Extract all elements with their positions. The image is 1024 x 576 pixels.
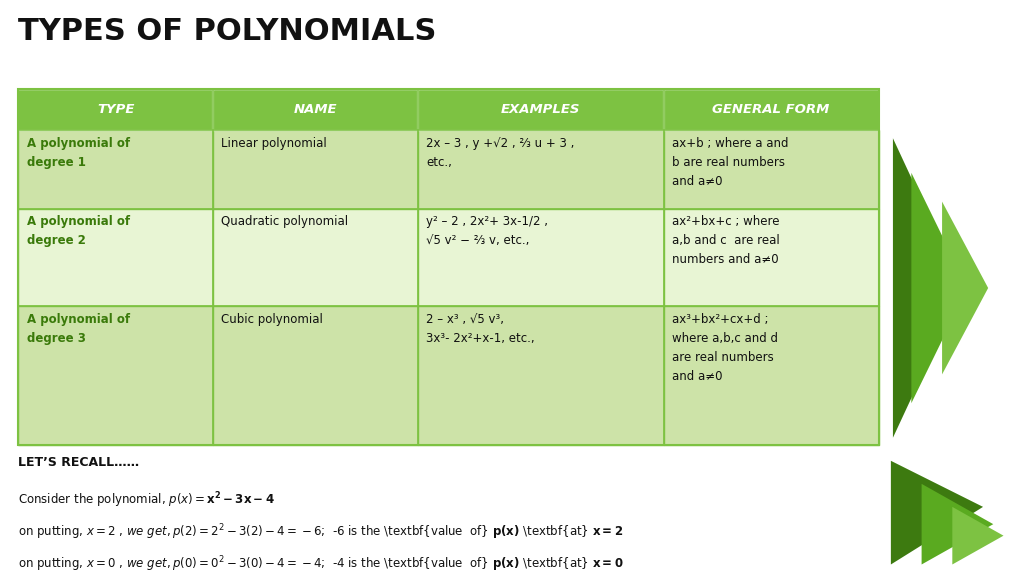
Text: ax²+bx+c ; where
a,b and c  are real
numbers and a≠0: ax²+bx+c ; where a,b and c are real numb…: [672, 215, 779, 267]
Bar: [418, 89, 664, 130]
Text: ax³+bx²+cx+d ;
where a,b,c and d
are real numbers
and a≠0: ax³+bx²+cx+d ; where a,b,c and d are rea…: [672, 313, 778, 384]
Bar: [18, 130, 213, 209]
Bar: [418, 130, 664, 209]
Bar: [213, 306, 418, 445]
Bar: [213, 130, 418, 209]
Text: TYPES OF POLYNOMIALS: TYPES OF POLYNOMIALS: [18, 17, 437, 46]
Text: on putting, $x = 2$ , $we\ get, p(2) = 2^2-3(2)-4=-6$;  -6 is the \textbf{value : on putting, $x = 2$ , $we\ get, p(2) = 2…: [18, 522, 624, 542]
Text: TYPE: TYPE: [97, 103, 134, 116]
Polygon shape: [911, 173, 968, 403]
Bar: [18, 306, 213, 445]
Bar: [18, 89, 213, 130]
Text: EXAMPLES: EXAMPLES: [501, 103, 581, 116]
Bar: [664, 306, 879, 445]
Polygon shape: [922, 484, 993, 564]
Bar: [664, 209, 879, 306]
Text: y² – 2 , 2x²+ 3x-1/2 ,
√5 v² − ⅔ v, etc.,: y² – 2 , 2x²+ 3x-1/2 , √5 v² − ⅔ v, etc.…: [426, 215, 548, 248]
Text: A polynomial of
degree 2: A polynomial of degree 2: [27, 215, 130, 248]
Text: 2x – 3 , y +√2 , ⅔ u + 3 ,
etc.,: 2x – 3 , y +√2 , ⅔ u + 3 , etc.,: [426, 137, 574, 169]
Text: on putting, $x = 0$ , $we\ get, p(0) = 0^2-3(0)-4=-4$;  -4 is the \textbf{value : on putting, $x = 0$ , $we\ get, p(0) = 0…: [18, 554, 624, 574]
Text: ax+b ; where a and
b are real numbers
and a≠0: ax+b ; where a and b are real numbers an…: [672, 137, 788, 188]
Text: Cubic polynomial: Cubic polynomial: [221, 313, 323, 327]
Polygon shape: [942, 202, 988, 374]
Text: GENERAL FORM: GENERAL FORM: [713, 103, 829, 116]
Text: A polynomial of
degree 3: A polynomial of degree 3: [27, 313, 130, 346]
Bar: [664, 89, 879, 130]
Bar: [664, 130, 879, 209]
Bar: [18, 89, 879, 445]
Text: Consider the polynomial, $p(x) = \mathbf{x^2 - 3x - 4}$: Consider the polynomial, $p(x) = \mathbf…: [18, 491, 275, 510]
Text: Linear polynomial: Linear polynomial: [221, 137, 327, 150]
Polygon shape: [891, 461, 983, 564]
Bar: [213, 89, 418, 130]
Bar: [418, 209, 664, 306]
Text: A polynomial of
degree 1: A polynomial of degree 1: [27, 137, 130, 169]
Text: 2 – x³ , √5 v³,
3x³- 2x²+x-1, etc.,: 2 – x³ , √5 v³, 3x³- 2x²+x-1, etc.,: [426, 313, 535, 346]
Text: NAME: NAME: [294, 103, 337, 116]
Polygon shape: [952, 507, 1004, 564]
Bar: [418, 306, 664, 445]
Polygon shape: [893, 138, 963, 438]
Text: LET’S RECALL……: LET’S RECALL……: [18, 456, 139, 469]
Bar: [18, 209, 213, 306]
Text: Quadratic polynomial: Quadratic polynomial: [221, 215, 348, 229]
Bar: [213, 209, 418, 306]
